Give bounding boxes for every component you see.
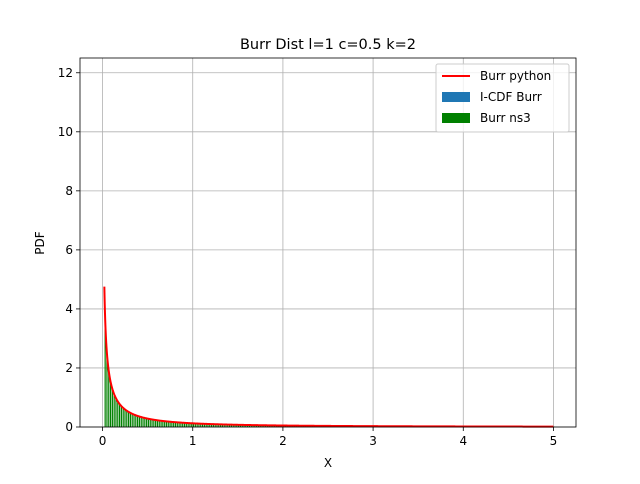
x-tick-label: 5 [550, 434, 558, 448]
bar-burr-ns3 [121, 406, 122, 427]
x-axis-label: X [324, 456, 332, 470]
y-tick-label: 6 [65, 243, 73, 257]
y-tick-label: 12 [58, 66, 73, 80]
y-tick-label: 10 [58, 125, 73, 139]
legend-swatch-burr-ns3 [442, 113, 470, 123]
bar-burr-ns3 [148, 419, 149, 427]
bar-burr-ns3 [135, 415, 136, 427]
y-tick-label: 8 [65, 184, 73, 198]
x-tick-label: 1 [189, 434, 197, 448]
x-tick-label: 2 [279, 434, 287, 448]
y-tick-label: 0 [65, 420, 73, 434]
legend: Burr python I-CDF Burr Burr ns3 [436, 64, 569, 132]
x-tick-label: 4 [459, 434, 467, 448]
bar-burr-ns3 [142, 418, 143, 427]
bar-burr-ns3 [151, 419, 152, 427]
y-tick-label: 4 [65, 302, 73, 316]
bar-burr-ns3 [117, 402, 118, 427]
legend-swatch-icdf-burr [442, 92, 470, 102]
bar-burr-ns3 [139, 417, 140, 427]
y-axis-label: PDF [33, 231, 47, 254]
bar-burr-ns3 [150, 419, 151, 427]
y-tick-label: 2 [65, 361, 73, 375]
legend-label-burr-python: Burr python [480, 69, 551, 83]
bar-burr-ns3 [123, 408, 124, 427]
bar-burr-ns3 [144, 418, 145, 427]
bar-burr-ns3 [128, 412, 129, 427]
bar-burr-ns3 [119, 404, 120, 427]
bar-burr-ns3 [133, 415, 134, 427]
x-tick-label: 3 [369, 434, 377, 448]
bar-burr-ns3 [124, 410, 125, 427]
legend-label-burr-ns3: Burr ns3 [480, 111, 531, 125]
bar-burr-ns3 [141, 417, 142, 427]
bar-burr-ns3 [115, 398, 116, 427]
legend-label-icdf-burr: I-CDF Burr [480, 90, 542, 104]
bar-burr-ns3 [114, 394, 115, 427]
bar-burr-ns3 [126, 411, 127, 427]
bar-burr-ns3 [112, 389, 113, 427]
bar-burr-ns3 [108, 372, 109, 427]
bar-burr-ns3 [110, 382, 111, 427]
chart-title: Burr Dist l=1 c=0.5 k=2 [240, 37, 416, 53]
bar-burr-ns3 [130, 413, 131, 427]
bar-burr-ns3 [132, 414, 133, 427]
bar-burr-ns3 [153, 420, 154, 427]
x-tick-label: 0 [99, 434, 107, 448]
bar-burr-ns3 [146, 418, 147, 427]
bar-burr-ns3 [137, 416, 138, 427]
